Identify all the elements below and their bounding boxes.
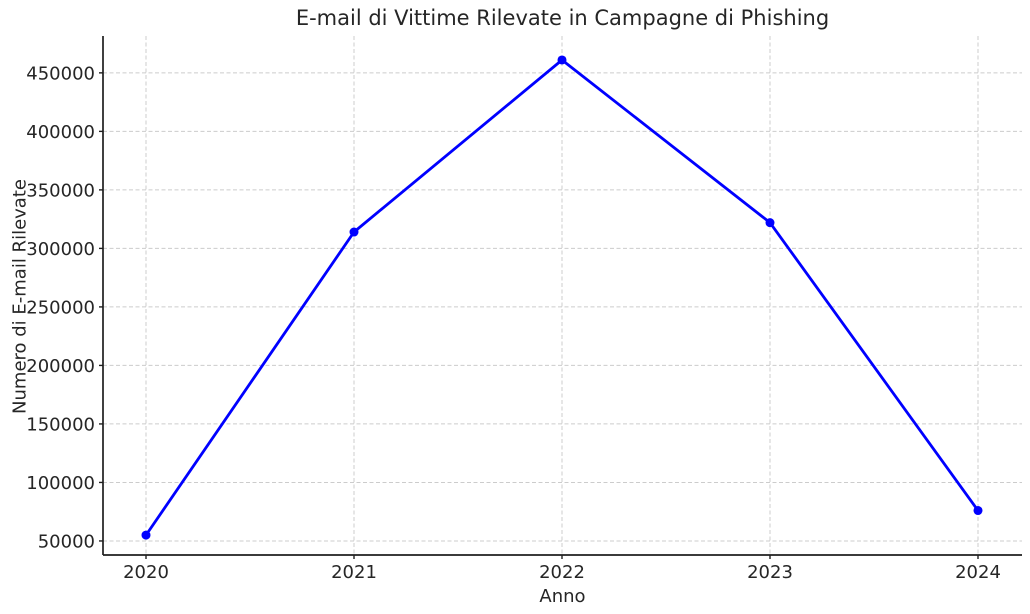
data-point-2023	[765, 218, 775, 228]
data-point-2022	[557, 55, 567, 65]
x-tick-label: 2020	[123, 562, 169, 583]
y-tick-label: 50000	[38, 531, 95, 552]
x-tick-label: 2024	[955, 562, 1001, 583]
y-tick-label: 350000	[26, 180, 95, 201]
chart-title: E-mail di Vittime Rilevate in Campagne d…	[295, 6, 830, 30]
x-tick-label: 2023	[747, 562, 793, 583]
y-tick-label: 400000	[26, 122, 95, 143]
data-point-2024	[973, 506, 983, 516]
x-tick-label: 2021	[331, 562, 377, 583]
data-point-2020	[141, 530, 151, 540]
x-tick-label: 2022	[539, 562, 585, 583]
y-tick-label: 250000	[26, 297, 95, 318]
y-tick-label: 450000	[26, 63, 95, 84]
y-tick-label: 300000	[26, 239, 95, 260]
y-tick-label: 150000	[26, 414, 95, 435]
x-axis-label: Anno	[539, 586, 586, 607]
y-tick-label: 200000	[26, 356, 95, 377]
y-tick-label: 100000	[26, 473, 95, 494]
data-point-2021	[349, 227, 359, 237]
